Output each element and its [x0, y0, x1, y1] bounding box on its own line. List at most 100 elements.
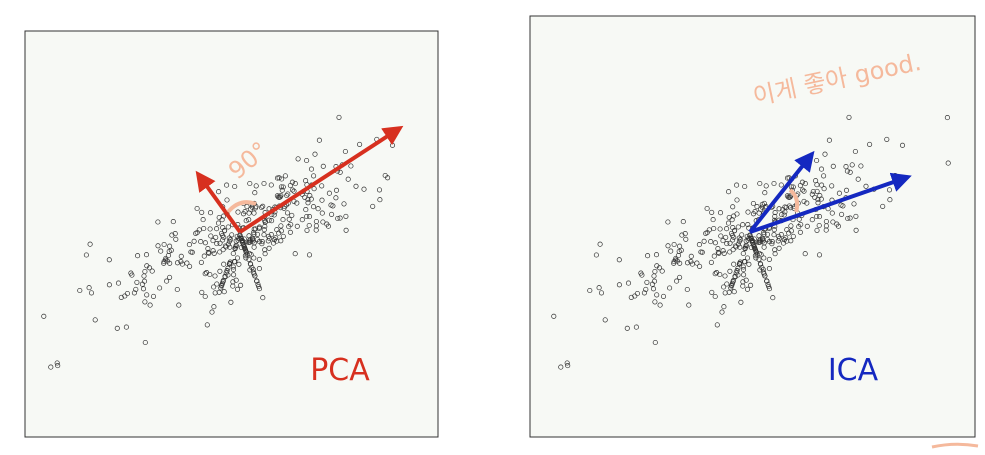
point	[191, 238, 197, 244]
point	[721, 284, 727, 290]
point	[564, 360, 570, 366]
point	[305, 196, 311, 203]
point	[238, 282, 244, 288]
point	[771, 180, 777, 187]
point	[274, 227, 280, 233]
point	[150, 293, 157, 299]
point	[847, 169, 853, 175]
point	[624, 325, 630, 331]
point	[740, 267, 747, 273]
point	[83, 252, 89, 258]
point	[738, 299, 744, 305]
point	[123, 324, 129, 330]
point	[319, 210, 325, 216]
point	[163, 255, 169, 262]
point	[858, 163, 864, 169]
point	[720, 238, 726, 244]
point	[847, 215, 853, 221]
point	[643, 286, 649, 292]
point	[756, 250, 763, 257]
point	[158, 248, 164, 254]
point	[176, 302, 182, 308]
point	[256, 266, 262, 272]
point	[202, 240, 208, 246]
point	[766, 286, 773, 292]
point	[278, 228, 284, 234]
point	[657, 302, 663, 308]
point	[709, 289, 715, 295]
point	[756, 256, 762, 262]
point	[734, 197, 740, 203]
point	[247, 180, 253, 187]
point	[742, 245, 748, 251]
point	[712, 240, 718, 246]
point	[749, 237, 755, 243]
point	[308, 196, 314, 202]
point	[205, 249, 211, 255]
point	[652, 268, 658, 275]
point	[616, 257, 622, 263]
point	[217, 249, 223, 255]
point	[844, 168, 850, 174]
point	[252, 273, 258, 279]
point	[220, 279, 226, 285]
point	[730, 204, 736, 210]
point	[289, 187, 296, 193]
point	[357, 141, 363, 147]
point	[164, 258, 170, 264]
point	[780, 240, 787, 246]
point	[682, 231, 688, 237]
point	[740, 283, 746, 289]
ica-axis-1	[748, 150, 815, 234]
point	[246, 217, 252, 223]
point	[746, 261, 752, 267]
point	[213, 234, 219, 240]
point	[597, 241, 603, 247]
point	[731, 213, 737, 219]
point	[730, 279, 736, 285]
point	[851, 201, 857, 207]
point	[740, 264, 746, 270]
point	[326, 190, 332, 196]
point	[762, 273, 768, 279]
point	[778, 182, 784, 188]
point	[194, 229, 200, 236]
point	[668, 248, 674, 254]
point	[710, 217, 716, 223]
point	[106, 282, 112, 288]
point	[222, 274, 228, 280]
point	[174, 286, 180, 293]
point	[830, 219, 836, 225]
point	[701, 238, 707, 244]
point	[268, 182, 274, 188]
point	[815, 196, 821, 203]
point	[724, 281, 730, 287]
point	[221, 261, 227, 267]
point	[243, 218, 249, 224]
point	[164, 278, 170, 284]
ica-axis-2	[749, 172, 912, 234]
point	[887, 197, 893, 203]
point	[336, 114, 342, 120]
point	[783, 235, 789, 241]
point	[234, 255, 241, 261]
point	[711, 225, 717, 232]
point	[278, 238, 284, 244]
point	[316, 137, 322, 143]
point	[306, 252, 313, 258]
point	[258, 204, 265, 211]
point	[208, 233, 214, 239]
point	[285, 191, 291, 197]
point	[660, 293, 667, 299]
point	[867, 141, 873, 147]
point	[712, 293, 718, 300]
point	[320, 163, 326, 169]
point	[771, 232, 777, 238]
point	[818, 196, 824, 202]
point	[231, 259, 237, 265]
point	[721, 304, 727, 310]
point	[814, 213, 820, 220]
point	[173, 236, 179, 242]
pca-label: PCA	[310, 353, 370, 388]
